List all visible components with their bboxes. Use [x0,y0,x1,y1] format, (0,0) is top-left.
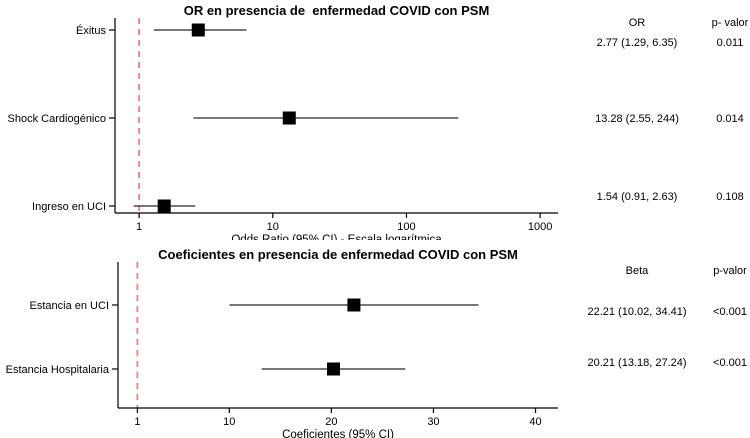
or-forest-plot: 1 10 100 1000 Odds Ratio (95% CI) - Escala l… [8,18,558,240]
estimate-ci-value: 1.54 (0.91, 2.63) [596,191,678,203]
x-tick-label: 1 [136,221,142,233]
estimate-marker [347,298,361,312]
p-value: 0.011 [716,37,744,49]
estimate-ci-value: 2.77 (1.29, 6.35) [596,37,678,49]
p-value: <0.001 [713,357,747,369]
x-tick-label: 1000 [528,221,552,233]
or-column-header: OR [628,17,646,29]
estimate-ci-value: 13.28 (2.55, 244) [595,113,679,125]
x-tick-label: 10 [267,221,279,233]
coefficients-forest-plot: 1 10 20 30 40 Coeficientes (95% CI) Estancia e… [6,262,558,438]
beta-column-header: Beta [625,265,649,277]
estimate-ci-value: 22.21 (10.02, 34.41) [587,306,687,318]
x-tick-label: 1 [134,416,140,428]
estimate-marker [157,199,171,213]
estimate-ci-value: 20.21 (13.18, 27.24) [587,357,687,369]
p-value: 0.108 [716,191,744,203]
pvalue-column-header-bottom: p-valor [713,265,747,277]
category-label: Estancia en UCI [30,300,109,312]
category-label: Ingreso en UCI [32,201,106,213]
x-tick-label: 10 [223,416,235,428]
x-tick-label: 40 [529,416,541,428]
category-label: Shock Cardiogénico [8,113,106,125]
or-chart-title: OR en presencia de enfermedad COVID con … [183,3,490,18]
x-axis-label: Odds Ratio (95% CI) - Escala logarítmica [231,234,442,240]
p-value: <0.001 [713,306,747,318]
coefficients-chart-title: Coeficientes en presencia de enfermedad … [158,247,518,262]
x-axis-label: Coeficientes (95% CI) [282,429,394,438]
p-value: 0.014 [716,113,744,125]
x-tick-label: 20 [325,416,337,428]
estimate-marker [282,111,296,125]
x-tick-label: 30 [427,416,439,428]
category-label: Estancia Hospitalaria [6,364,110,376]
x-tick-label: 100 [397,221,415,233]
estimate-marker [327,362,341,376]
estimate-marker [191,23,205,37]
category-label: Éxitus [76,24,106,37]
pvalue-column-header-top: p- valor [711,17,749,29]
